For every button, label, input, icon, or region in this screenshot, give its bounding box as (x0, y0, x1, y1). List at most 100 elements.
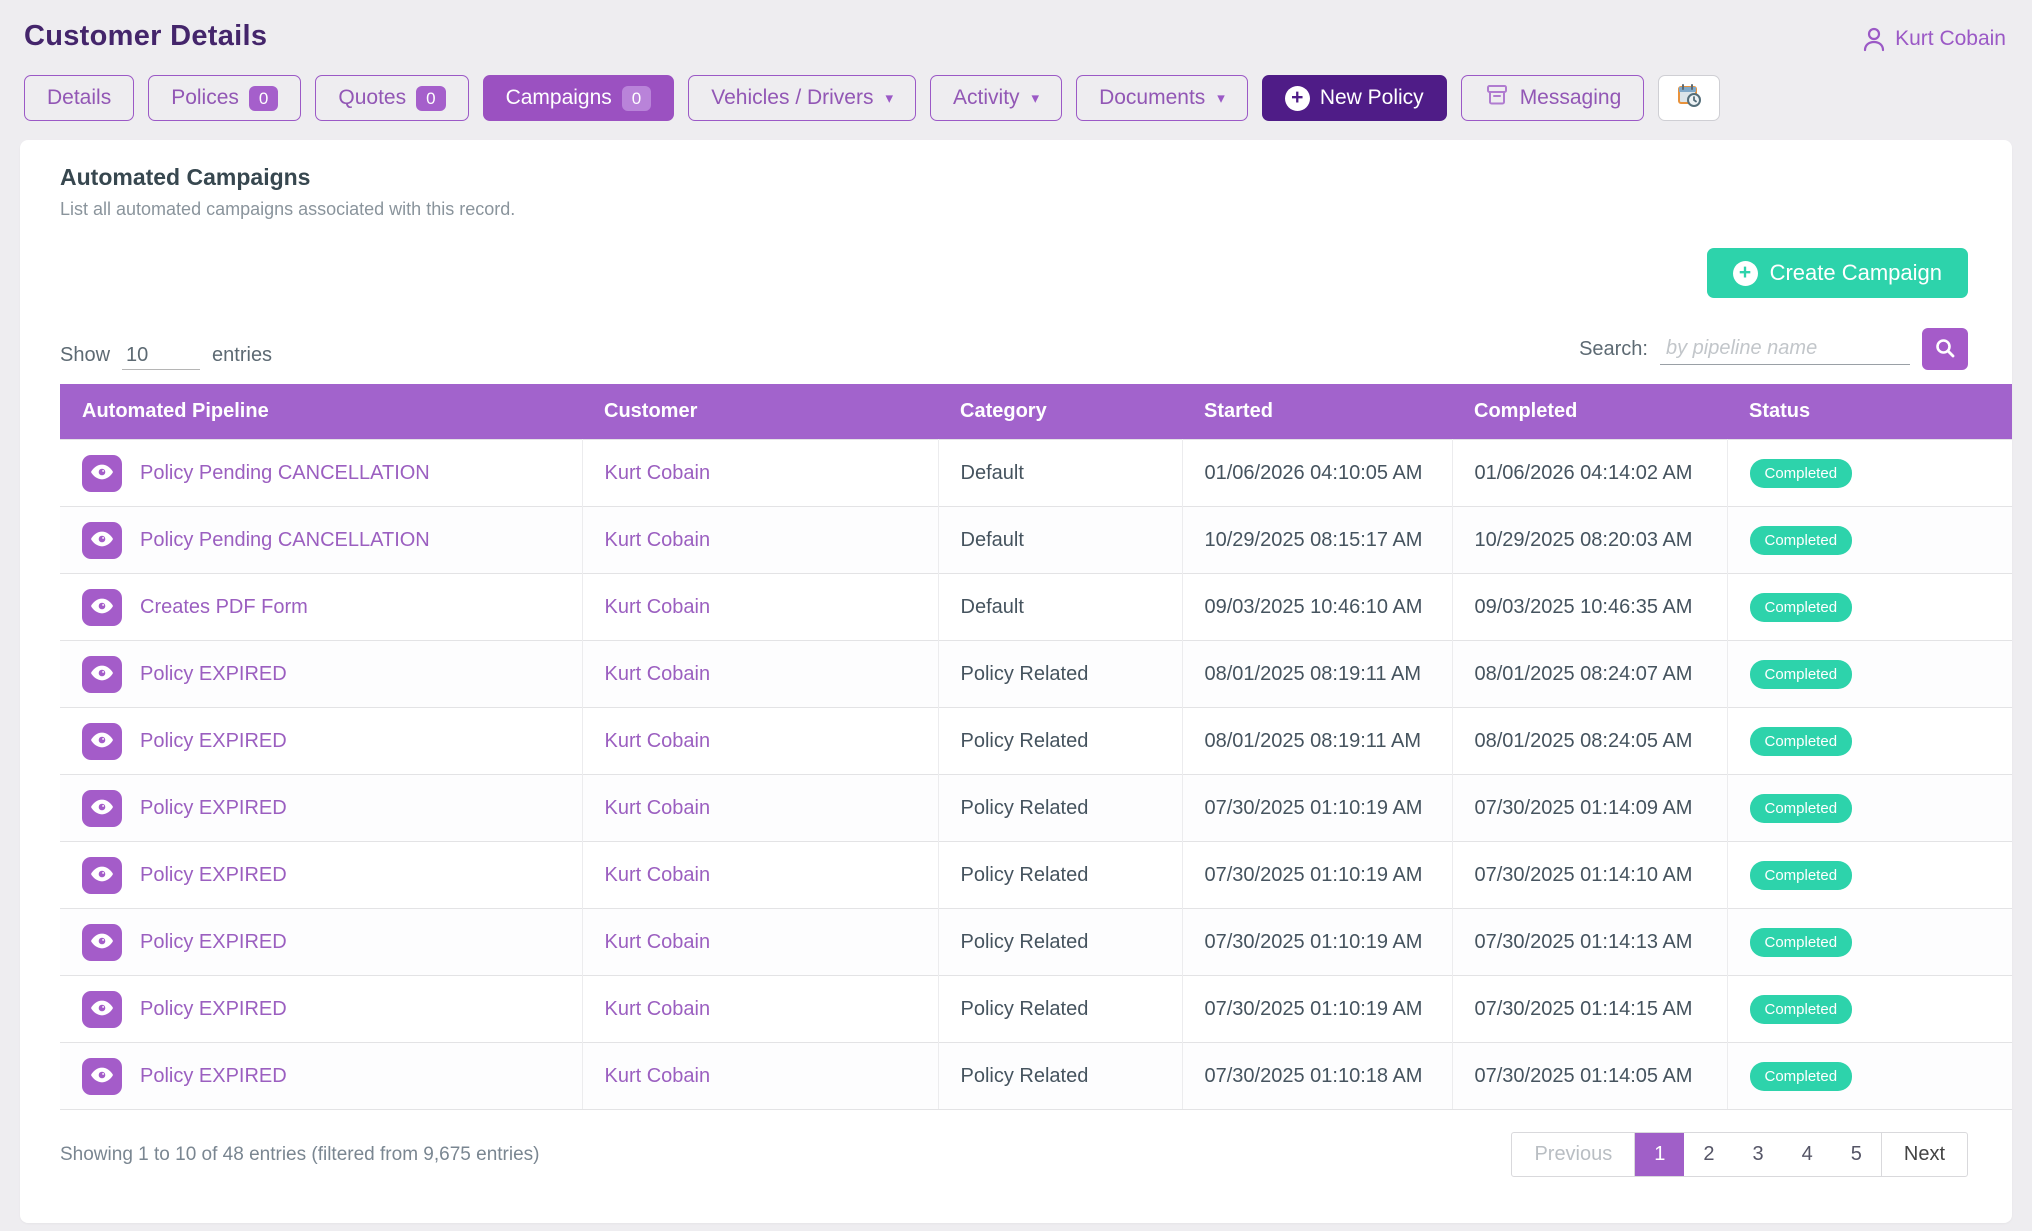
view-campaign-button[interactable] (82, 923, 122, 961)
create-campaign-button[interactable]: + Create Campaign (1706, 248, 1968, 298)
entries-summary: Showing 1 to 10 of 48 entries (filtered … (60, 1143, 540, 1165)
view-campaign-button[interactable] (82, 722, 122, 760)
customer-link[interactable]: Kurt Cobain (604, 930, 711, 953)
view-campaign-button[interactable] (82, 454, 122, 492)
col-status: Status (1727, 384, 2012, 440)
category-cell: Policy Related (938, 841, 1183, 909)
tab-details[interactable]: Details (24, 75, 135, 121)
campaigns-count-badge: 0 (621, 85, 652, 111)
campaigns-table: Automated Pipeline Customer Category Sta… (60, 384, 2012, 1110)
customer-link[interactable]: Kurt Cobain (604, 662, 711, 685)
view-campaign-button[interactable] (82, 521, 122, 559)
pipeline-link[interactable]: Creates PDF Form (140, 595, 308, 618)
category-cell: Policy Related (938, 908, 1183, 976)
calendar-schedule-button[interactable] (1658, 75, 1721, 121)
current-user[interactable]: Kurt Cobain (1862, 26, 2006, 52)
category-cell: Default (938, 506, 1183, 574)
completed-cell: 08/01/2025 08:24:07 AM (1452, 640, 1728, 708)
page-size-input[interactable] (122, 342, 201, 370)
messaging-label: Messaging (1519, 86, 1622, 109)
customer-link[interactable]: Kurt Cobain (604, 729, 711, 752)
customer-link[interactable]: Kurt Cobain (604, 461, 711, 484)
pipeline-link[interactable]: Policy EXPIRED (140, 729, 287, 752)
table-row: Policy EXPIRED Kurt Cobain Policy Relate… (60, 707, 2012, 775)
pipeline-link[interactable]: Policy EXPIRED (140, 863, 287, 886)
started-cell: 07/30/2025 01:10:19 AM (1182, 774, 1453, 842)
eye-icon (91, 464, 113, 483)
search-label: Search: (1579, 337, 1648, 360)
view-campaign-button[interactable] (82, 856, 122, 894)
category-cell: Default (938, 573, 1183, 641)
pipeline-link[interactable]: Policy EXPIRED (140, 796, 287, 819)
polices-count-badge: 0 (248, 85, 279, 111)
messaging-button[interactable]: Messaging (1460, 75, 1645, 121)
tab-polices[interactable]: Polices 0 (148, 75, 302, 121)
tab-vehicles-drivers[interactable]: Vehicles / Drivers ▾ (688, 75, 917, 121)
status-badge: Completed (1749, 458, 1853, 488)
table-footer: Showing 1 to 10 of 48 entries (filtered … (60, 1132, 1968, 1177)
view-campaign-button[interactable] (82, 990, 122, 1028)
view-campaign-button[interactable] (82, 655, 122, 693)
pagination-previous[interactable]: Previous (1512, 1133, 1636, 1176)
eye-icon (91, 665, 113, 684)
pagination-page-3[interactable]: 3 (1752, 1143, 1764, 1165)
chevron-down-icon: ▾ (885, 90, 894, 107)
completed-cell: 07/30/2025 01:14:15 AM (1452, 975, 1728, 1043)
pipeline-link[interactable]: Policy EXPIRED (140, 1064, 287, 1087)
inbox-icon (1484, 82, 1510, 114)
pagination-page-5[interactable]: 5 (1850, 1143, 1862, 1165)
view-campaign-button[interactable] (82, 1057, 122, 1095)
table-row: Policy EXPIRED Kurt Cobain Policy Relate… (60, 774, 2012, 842)
search-button[interactable] (1922, 328, 1968, 370)
table-controls: Show entries Search: (60, 328, 1968, 370)
completed-cell: 01/06/2026 04:14:02 AM (1452, 439, 1728, 507)
category-cell: Policy Related (938, 707, 1183, 775)
customer-link[interactable]: Kurt Cobain (604, 863, 711, 886)
started-cell: 07/30/2025 01:10:18 AM (1182, 1042, 1453, 1110)
pagination-page-1[interactable]: 1 (1635, 1133, 1685, 1176)
page-title: Customer Details (24, 20, 268, 52)
pagination-next[interactable]: Next (1880, 1133, 1967, 1176)
col-automated-pipeline: Automated Pipeline (60, 384, 582, 440)
col-category: Category (938, 384, 1182, 440)
category-cell: Default (938, 439, 1183, 507)
tab-campaigns[interactable]: Campaigns 0 (482, 75, 675, 121)
tab-quotes[interactable]: Quotes 0 (315, 75, 469, 121)
completed-cell: 08/01/2025 08:24:05 AM (1452, 707, 1728, 775)
pagination: Previous 1 2 3 4 5 Next (1511, 1132, 1968, 1177)
chevron-down-icon: ▾ (1217, 90, 1225, 107)
category-cell: Policy Related (938, 774, 1183, 842)
pagination-page-2[interactable]: 2 (1703, 1143, 1715, 1165)
status-badge: Completed (1749, 525, 1853, 555)
table-row: Policy EXPIRED Kurt Cobain Policy Relate… (60, 841, 2012, 909)
pipeline-link[interactable]: Policy EXPIRED (140, 930, 287, 953)
tab-documents[interactable]: Documents ▾ (1076, 75, 1248, 121)
customer-link[interactable]: Kurt Cobain (604, 1064, 711, 1087)
status-badge: Completed (1749, 927, 1853, 957)
tab-details-label: Details (47, 86, 112, 109)
pagination-page-4[interactable]: 4 (1801, 1143, 1813, 1165)
eye-icon (91, 598, 113, 617)
completed-cell: 07/30/2025 01:14:09 AM (1452, 774, 1728, 842)
tab-activity[interactable]: Activity ▾ (930, 75, 1063, 121)
status-badge: Completed (1749, 726, 1853, 756)
pipeline-link[interactable]: Policy EXPIRED (140, 997, 287, 1020)
customer-link[interactable]: Kurt Cobain (604, 595, 711, 618)
view-campaign-button[interactable] (82, 588, 122, 626)
search-input[interactable] (1660, 333, 1910, 365)
customer-link[interactable]: Kurt Cobain (604, 528, 711, 551)
completed-cell: 07/30/2025 01:14:05 AM (1452, 1042, 1728, 1110)
new-policy-button[interactable]: + New Policy (1261, 75, 1447, 121)
completed-cell: 07/30/2025 01:14:13 AM (1452, 908, 1728, 976)
customer-link[interactable]: Kurt Cobain (604, 997, 711, 1020)
view-campaign-button[interactable] (82, 789, 122, 827)
pipeline-link[interactable]: Policy EXPIRED (140, 662, 287, 685)
pipeline-link[interactable]: Policy Pending CANCELLATION (140, 461, 430, 484)
eye-icon (91, 866, 113, 885)
customer-link[interactable]: Kurt Cobain (604, 796, 711, 819)
col-started: Started (1182, 384, 1452, 440)
table-row: Policy EXPIRED Kurt Cobain Policy Relate… (60, 640, 2012, 708)
panel-subtitle: List all automated campaigns associated … (60, 199, 516, 219)
eye-icon (91, 1067, 113, 1086)
pipeline-link[interactable]: Policy Pending CANCELLATION (140, 528, 430, 551)
